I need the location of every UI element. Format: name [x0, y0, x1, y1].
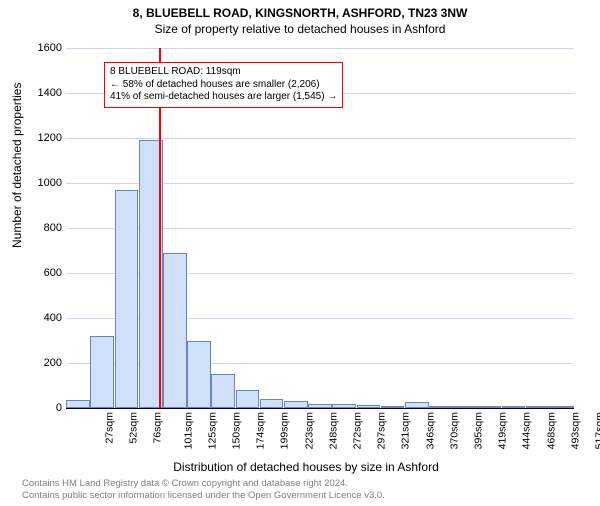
x-tick-label: 76sqm	[152, 412, 164, 444]
histogram-bar	[236, 390, 260, 408]
x-tick-label: 493sqm	[569, 412, 581, 449]
y-tick-label: 0	[56, 402, 62, 414]
x-tick-label: 395sqm	[472, 412, 484, 449]
x-tick-label: 444sqm	[521, 412, 533, 449]
y-axis-label: Number of detached properties	[10, 83, 24, 248]
histogram-bar	[332, 404, 356, 409]
histogram-bar	[163, 253, 187, 408]
histogram-bar	[453, 406, 477, 408]
x-tick-label: 150sqm	[230, 412, 242, 449]
x-tick-label: 346sqm	[424, 412, 436, 449]
histogram-bar	[405, 402, 429, 408]
x-tick-label: 52sqm	[128, 412, 140, 444]
y-tick-label: 1600	[38, 42, 62, 54]
y-tick-label: 400	[44, 312, 62, 324]
x-tick-label: 419sqm	[497, 412, 509, 449]
attribution-footer: Contains HM Land Registry data © Crown c…	[22, 478, 385, 502]
y-tick-label: 1200	[38, 132, 62, 144]
histogram-bar	[211, 374, 235, 408]
x-tick-label: 468sqm	[545, 412, 557, 449]
x-axis-label: Distribution of detached houses by size …	[38, 460, 574, 474]
x-tick-label: 174sqm	[255, 412, 267, 449]
histogram-bar	[187, 341, 211, 409]
histogram-bar	[502, 406, 526, 408]
histogram-bar	[381, 406, 405, 408]
annotation-box: 8 BLUEBELL ROAD: 119sqm← 58% of detached…	[104, 62, 343, 108]
plot-area: 0200400600800100012001400160027sqm52sqm7…	[66, 48, 574, 408]
y-tick-label: 600	[44, 267, 62, 279]
footer-line2: Contains public sector information licen…	[22, 490, 385, 502]
x-tick-label: 297sqm	[376, 412, 388, 449]
x-tick-label: 370sqm	[448, 412, 460, 449]
annotation-line: 8 BLUEBELL ROAD: 119sqm	[110, 66, 337, 79]
page-title-line1: 8, BLUEBELL ROAD, KINGSNORTH, ASHFORD, T…	[0, 6, 600, 20]
x-tick-label: 101sqm	[182, 412, 194, 449]
histogram-bar	[284, 401, 308, 408]
y-tick-label: 1400	[38, 87, 62, 99]
histogram-bar	[429, 406, 453, 408]
y-tick-label: 200	[44, 357, 62, 369]
x-tick-label: 517sqm	[593, 412, 600, 449]
x-tick-label: 27sqm	[104, 412, 116, 444]
y-tick-label: 800	[44, 222, 62, 234]
grid-line	[66, 138, 574, 139]
histogram-bar	[477, 406, 501, 408]
grid-line	[66, 408, 574, 409]
histogram-bar	[115, 190, 139, 408]
histogram-bar	[260, 399, 284, 408]
histogram-bar	[308, 404, 332, 409]
x-tick-label: 223sqm	[303, 412, 315, 449]
x-tick-label: 321sqm	[400, 412, 412, 449]
histogram-bar	[526, 406, 550, 408]
x-tick-label: 125sqm	[206, 412, 218, 449]
y-tick-label: 1000	[38, 177, 62, 189]
chart-container: Number of detached properties 0200400600…	[38, 48, 574, 448]
histogram-bar	[90, 336, 114, 408]
annotation-line: ← 58% of detached houses are smaller (2,…	[110, 79, 337, 92]
x-tick-label: 248sqm	[327, 412, 339, 449]
annotation-line: 41% of semi-detached houses are larger (…	[110, 91, 337, 104]
footer-line1: Contains HM Land Registry data © Crown c…	[22, 478, 385, 490]
histogram-bar	[66, 400, 90, 408]
page-title-line2: Size of property relative to detached ho…	[0, 22, 600, 36]
x-tick-label: 272sqm	[351, 412, 363, 449]
grid-line	[66, 48, 574, 49]
histogram-bar	[550, 406, 574, 408]
histogram-bar	[357, 405, 381, 408]
x-tick-label: 199sqm	[279, 412, 291, 449]
